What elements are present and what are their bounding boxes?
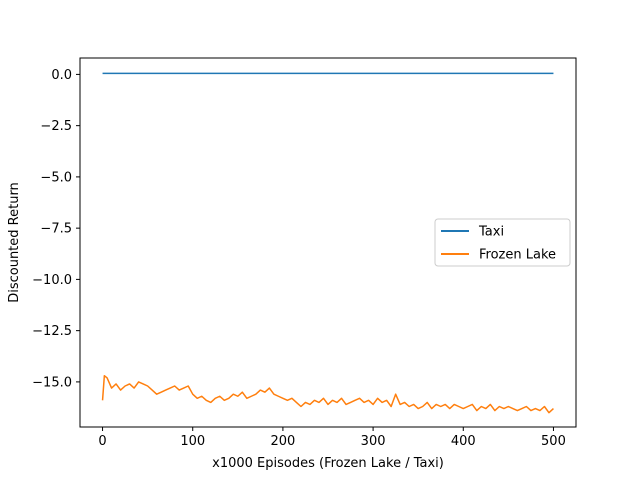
legend-label-taxi: Taxi	[478, 225, 504, 240]
x-tick-label: 100	[180, 434, 205, 449]
x-axis: 0 100 200 300 400 500	[98, 427, 566, 449]
series-line-frozen-lake	[101, 375, 554, 414]
legend: Taxi Frozen Lake	[434, 218, 571, 267]
y-axis-label: Discounted Return	[7, 182, 22, 303]
x-tick-label: 300	[361, 434, 386, 449]
x-axis-label: x1000 Episodes (Frozen Lake / Taxi)	[212, 456, 444, 471]
y-tick-label: 0.0	[51, 68, 72, 83]
y-tick-label: −15.0	[32, 375, 72, 390]
x-tick-label: 0	[98, 434, 106, 449]
y-tick-label: −5.0	[40, 170, 72, 185]
y-axis: 0.0 −2.5 −5.0 −7.5 −10.0 −12.5 −15.0	[32, 68, 80, 390]
y-tick-label: −2.5	[40, 119, 72, 134]
y-tick-label: −12.5	[32, 324, 72, 339]
plot-area-frame	[79, 57, 577, 428]
x-tick-label: 400	[451, 434, 476, 449]
x-tick-label: 500	[541, 434, 566, 449]
y-tick-label: −7.5	[40, 222, 72, 237]
legend-label-frozen-lake: Frozen Lake	[479, 248, 556, 263]
y-tick-label: −10.0	[32, 273, 72, 288]
series-layer	[101, 72, 554, 414]
x-tick-label: 200	[270, 434, 295, 449]
